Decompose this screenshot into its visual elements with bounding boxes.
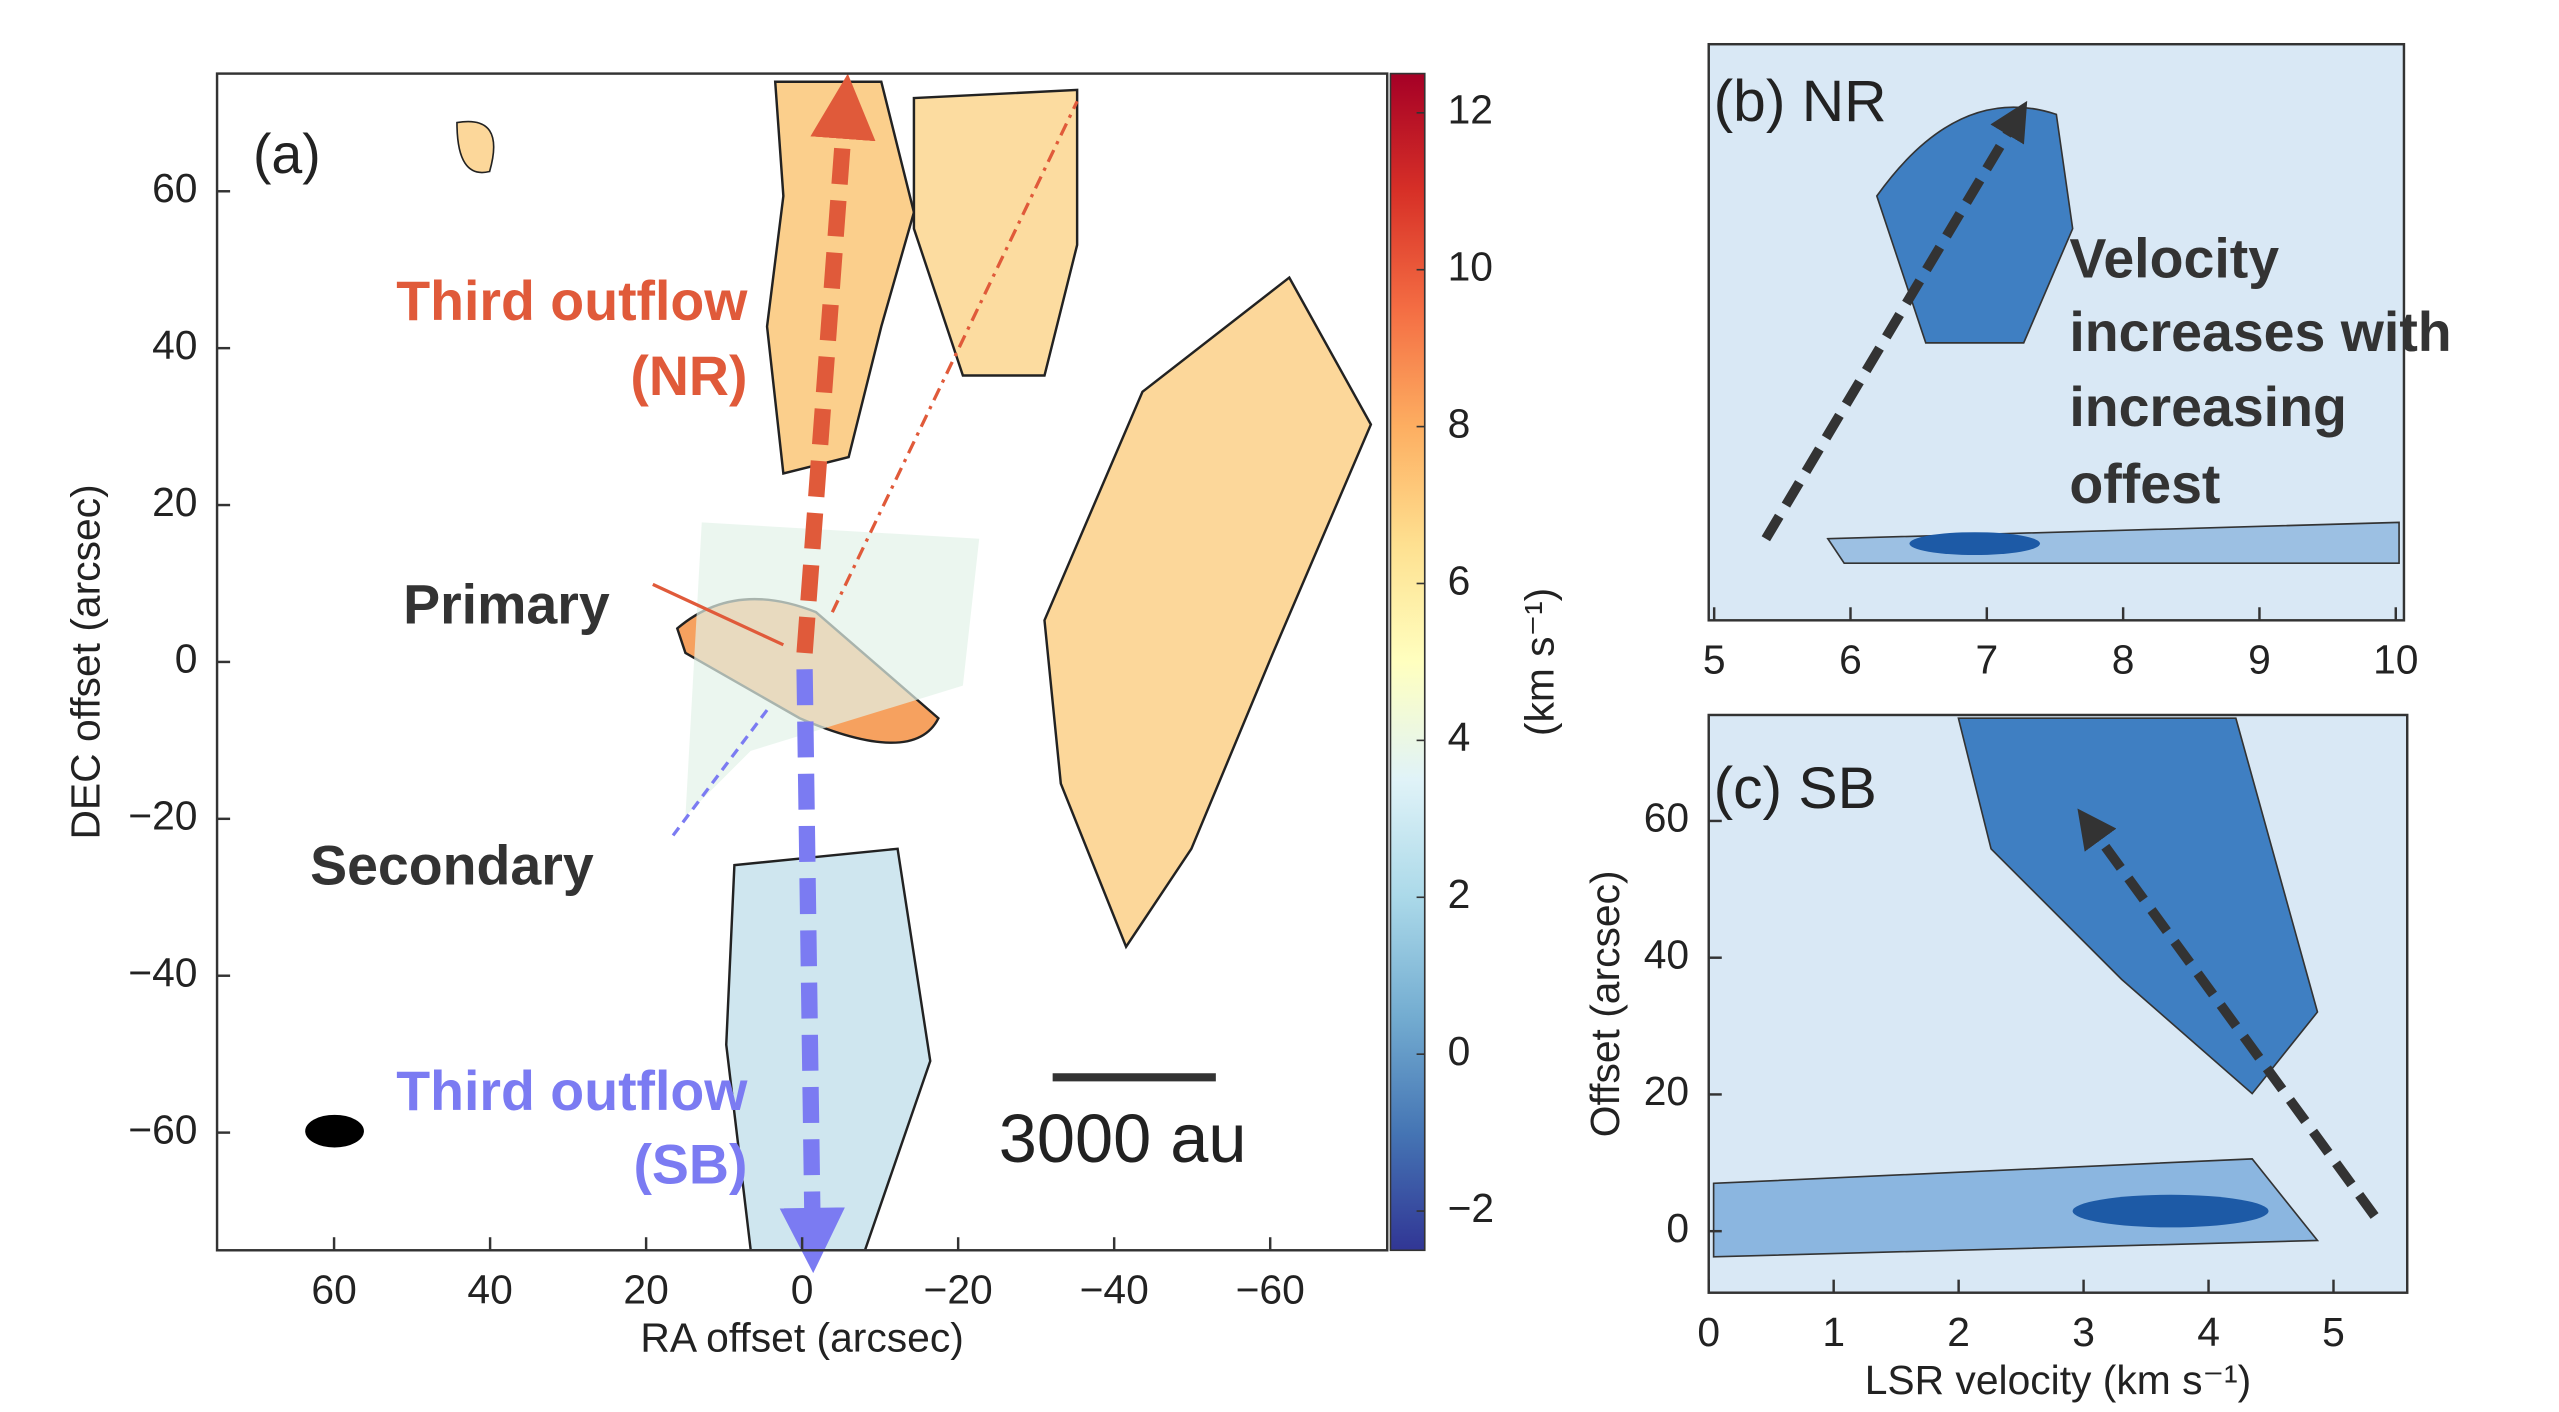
x-tick-label: 7 (1975, 637, 1998, 683)
y-tick-label: 40 (152, 322, 197, 368)
annotation: Third outflow (396, 1060, 748, 1122)
x-tick-label: 4 (2197, 1309, 2220, 1355)
x-tick-label: 10 (2373, 637, 2418, 683)
annotation: (NR) (630, 345, 747, 407)
annotation: Secondary (310, 835, 594, 897)
x-tick-label: −60 (1236, 1266, 1305, 1312)
panel-label: (b) NR (1714, 69, 1887, 134)
y-axis-label: DEC offset (arcsec) (63, 484, 109, 839)
plot-frame (1707, 42, 2406, 622)
colorbar-tick-label: 0 (1448, 1028, 1471, 1074)
map-arrows (305, 73, 1216, 1274)
annotation: offest (2069, 453, 2220, 515)
annotation: Third outflow (396, 270, 748, 332)
x-tick-label: 20 (623, 1266, 668, 1312)
x-tick-label: −40 (1080, 1266, 1149, 1312)
plot-frame (1707, 713, 2409, 1294)
x-tick-label: 60 (311, 1266, 356, 1312)
x-axis-label: RA offset (arcsec) (640, 1314, 963, 1360)
annotation: Primary (403, 574, 610, 636)
x-tick-label: 1 (1822, 1309, 1845, 1355)
y-tick-label: 0 (175, 636, 198, 682)
x-tick-label: 8 (2112, 637, 2135, 683)
x-tick-label: 5 (1703, 637, 1726, 683)
pv-background-c (1708, 714, 2408, 1293)
colorbar-tick-label: 10 (1448, 243, 1493, 289)
x-tick-label: 0 (791, 1266, 814, 1312)
colorbar-tick-label: 12 (1448, 87, 1493, 133)
x-axis-label: LSR velocity (km s⁻¹) (1865, 1357, 2251, 1403)
y-tick-label: −60 (128, 1106, 197, 1152)
y-tick-label: 20 (1644, 1068, 1689, 1114)
annotation: increasing (2069, 376, 2346, 438)
x-tick-label: 40 (467, 1266, 512, 1312)
x-tick-label: 2 (1947, 1309, 1970, 1355)
x-tick-label: 0 (1697, 1309, 1720, 1355)
y-tick-label: 40 (1644, 931, 1689, 977)
colorbar (1389, 72, 1426, 1252)
x-tick-label: 6 (1839, 637, 1862, 683)
colorbar-tick-label: 4 (1448, 714, 1471, 760)
y-tick-label: 60 (1644, 795, 1689, 841)
x-tick-label: −20 (924, 1266, 993, 1312)
colorbar-tick-label: 8 (1448, 400, 1471, 446)
panel-label: (c) SB (1714, 756, 1877, 821)
y-tick-label: −20 (128, 793, 197, 839)
annotation: (SB) (633, 1133, 747, 1195)
y-tick-label: 20 (152, 479, 197, 525)
y-tick-label: 0 (1666, 1205, 1689, 1251)
colorbar-label: (km s⁻¹) (1517, 588, 1563, 736)
x-tick-label: 3 (2072, 1309, 2095, 1355)
y-tick-label: 60 (152, 165, 197, 211)
scale-bar-label: 3000 au (999, 1100, 1247, 1177)
y-tick-label: −40 (128, 949, 197, 995)
panel-label: (a) (253, 123, 321, 185)
colorbar-tick-label: 6 (1448, 557, 1471, 603)
x-tick-label: 9 (2248, 637, 2271, 683)
y-axis-label: Offset (arcsec) (1582, 870, 1628, 1137)
annotation: Velocity (2069, 228, 2279, 290)
pv-background-b (1708, 44, 2404, 621)
x-tick-label: 5 (2322, 1309, 2345, 1355)
colorbar-tick-label: −2 (1448, 1185, 1495, 1231)
annotation: increases with (2069, 301, 2451, 363)
colorbar-tick-label: 2 (1448, 871, 1471, 917)
